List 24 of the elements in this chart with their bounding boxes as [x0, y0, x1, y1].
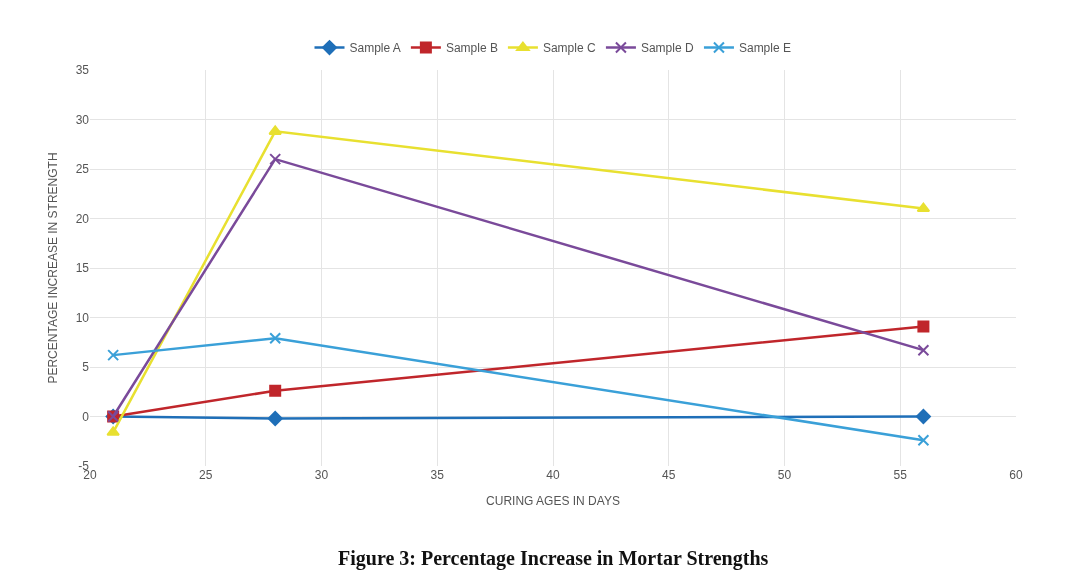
- x-axis-title: CURING AGES IN DAYS: [486, 493, 620, 508]
- x-tick-label: 40: [546, 468, 560, 482]
- x-tick-label: 60: [1009, 468, 1023, 482]
- y-tick-label: 0: [82, 409, 90, 424]
- y-tick-label: 15: [75, 261, 90, 276]
- x-tick-label: 30: [314, 468, 329, 482]
- y-tick-label: 30: [75, 112, 90, 127]
- y-tick-label: 5: [82, 360, 90, 375]
- legend-label: Sample E: [738, 41, 791, 56]
- y-tick-label: 20: [75, 211, 90, 226]
- x-tick-label: 50: [777, 468, 792, 482]
- legend-label: Sample A: [349, 41, 401, 56]
- y-tick-label: 35: [75, 63, 90, 78]
- x-tick-label: 55: [893, 468, 908, 482]
- y-tick-label: 25: [75, 162, 90, 177]
- y-tick-label: 10: [75, 310, 90, 325]
- legend-label: Sample C: [542, 41, 596, 56]
- text: Figure 3: Percentage Increase in Mortar Strengths: [338, 547, 769, 570]
- y-axis-title: PERCENTAGE INCREASE IN STRENGTH: [45, 152, 60, 384]
- x-tick-label: 25: [199, 468, 213, 482]
- x-tick-label: 45: [662, 468, 676, 482]
- x-tick-label: 35: [430, 468, 445, 482]
- legend-label: Sample B: [445, 41, 498, 56]
- legend-label: Sample D: [640, 41, 694, 56]
